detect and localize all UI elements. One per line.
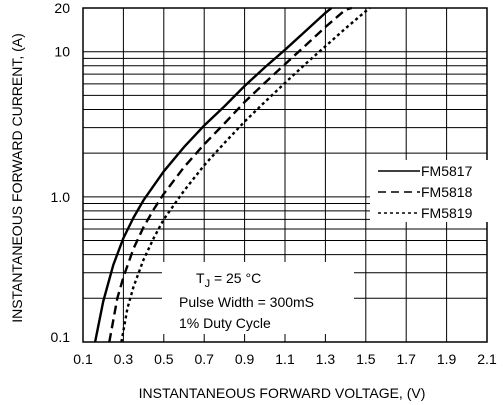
annotation-line-2: Pulse Width = 300mS xyxy=(179,294,314,310)
x-axis-title: INSTANTANEOUS FORWARD VOLTAGE, (V) xyxy=(139,385,426,401)
y-axis-title: INSTANTANEOUS FORWARD CURRENT, (A) xyxy=(9,33,25,323)
x-tick-label: 0.1 xyxy=(73,351,93,367)
series-layer xyxy=(93,6,371,343)
x-tick-labels: 0.1 0.3 0.5 0.7 0.9 1.1 1.3 1.5 1.7 1.9 2.1 xyxy=(73,351,497,367)
legend-label-fm5818: FM5818 xyxy=(421,184,473,200)
legend-label-fm5817: FM5817 xyxy=(421,163,473,179)
x-tick-label: 1.7 xyxy=(396,351,416,367)
y-tick-label: 20 xyxy=(54,0,70,16)
y-tick-labels: 0.1 1.0 10 20 xyxy=(51,0,71,345)
series-line-fm5819 xyxy=(120,7,371,343)
annotation-background xyxy=(162,262,354,334)
series-line-fm5818 xyxy=(108,6,353,343)
x-tick-label: 0.7 xyxy=(194,351,214,367)
x-tick-label: 0.5 xyxy=(154,351,174,367)
series-line-fm5817 xyxy=(93,7,333,343)
x-tick-label: 1.1 xyxy=(275,351,295,367)
x-tick-label: 1.5 xyxy=(356,351,376,367)
x-tick-label: 1.3 xyxy=(316,351,336,367)
y-tick-label: 0.1 xyxy=(51,329,71,345)
x-tick-label: 2.1 xyxy=(477,351,497,367)
legend: FM5817 FM5818 FM5819 xyxy=(370,160,490,222)
conditions-annotation: TJ = 25 °C Pulse Width = 300mS 1% Duty C… xyxy=(162,262,354,334)
x-tick-label: 1.9 xyxy=(437,351,457,367)
y-tick-label: 1.0 xyxy=(51,189,71,205)
annotation-line-1: TJ = 25 °C xyxy=(196,270,261,290)
x-tick-label: 0.9 xyxy=(235,351,255,367)
y-tick-label: 10 xyxy=(54,44,70,60)
annotation-line-3: 1% Duty Cycle xyxy=(179,315,271,331)
legend-label-fm5819: FM5819 xyxy=(421,205,473,221)
x-tick-label: 0.3 xyxy=(114,351,134,367)
